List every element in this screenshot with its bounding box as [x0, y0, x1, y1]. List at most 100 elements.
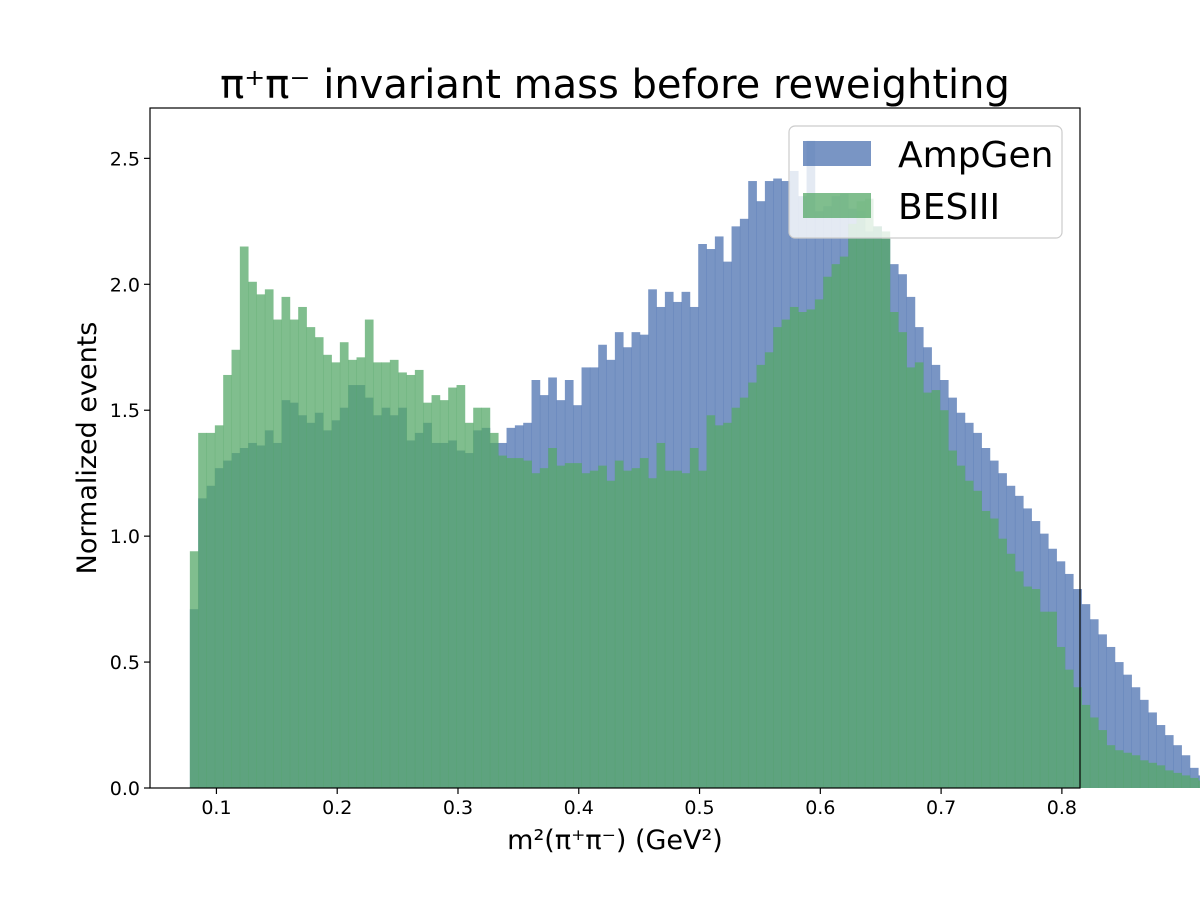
histogram-bar-besiii-120 — [1189, 777, 1199, 788]
histogram-bar-besiii-12 — [289, 319, 299, 788]
histogram-bar-besiii-111 — [1114, 750, 1124, 788]
histogram-bar-besiii-3 — [214, 425, 224, 788]
histogram-bar-besiii-35 — [481, 407, 491, 788]
histogram-bar-besiii-55 — [648, 478, 657, 788]
histogram-bar-besiii-103 — [1048, 611, 1057, 788]
histogram-bar-besiii-0 — [189, 551, 199, 788]
histogram-bar-besiii-66 — [739, 397, 749, 788]
histogram-bar-besiii-39 — [514, 458, 524, 788]
histogram-bar-besiii-33 — [464, 422, 474, 788]
histogram-bar-besiii-114 — [1139, 760, 1149, 788]
histogram-bar-besiii-82 — [873, 226, 882, 788]
histogram-bar-besiii-53 — [631, 468, 641, 788]
histogram-bar-besiii-70 — [773, 327, 782, 788]
histogram-bar-besiii-80 — [856, 201, 866, 788]
histogram-bar-besiii-65 — [731, 407, 741, 788]
histogram-bar-besiii-7 — [248, 281, 257, 788]
histogram-bar-besiii-50 — [606, 480, 616, 788]
histogram-bar-besiii-107 — [1081, 704, 1091, 788]
histogram-bar-besiii-121 — [1198, 780, 1200, 788]
histogram-bar-ampgen-119 — [1181, 755, 1191, 788]
histogram-bar-besiii-101 — [1031, 589, 1041, 788]
chart-title: π⁺π⁻ invariant mass before reweighting — [220, 62, 1010, 108]
histogram-bar-besiii-64 — [723, 422, 732, 788]
histogram-bar-besiii-89 — [931, 390, 941, 788]
histogram-bar-besiii-99 — [1014, 571, 1024, 788]
histogram-bar-besiii-106 — [1073, 687, 1082, 788]
y-tick-label: 1.5 — [110, 400, 140, 422]
histogram-bar-besiii-75 — [814, 299, 824, 788]
histogram-bar-ampgen-116 — [1156, 725, 1166, 788]
histogram-bar-besiii-61 — [698, 470, 707, 788]
histogram-bar-besiii-88 — [923, 392, 932, 788]
histogram-bar-besiii-43 — [548, 448, 557, 788]
histogram-bar-besiii-110 — [1106, 745, 1116, 788]
histogram-bar-besiii-90 — [939, 410, 949, 788]
histogram-bar-besiii-93 — [964, 480, 974, 788]
y-axis-ticks: 0.0 0.5 1.0 1.5 2.0 2.5 — [110, 148, 150, 800]
histogram-bar-besiii-91 — [948, 450, 957, 788]
histogram-bar-ampgen-118 — [1173, 745, 1182, 788]
histogram-bar-besiii-19 — [348, 359, 357, 788]
histogram-bar-besiii-118 — [1173, 772, 1182, 788]
histogram-bar-besiii-36 — [489, 432, 499, 788]
histogram-bar-besiii-73 — [798, 312, 807, 788]
histogram-bar-besiii-78 — [839, 256, 849, 789]
histogram-bar-besiii-45 — [564, 463, 574, 788]
histogram-bar-besiii-81 — [864, 198, 874, 789]
x-tick-label: 0.1 — [201, 797, 231, 819]
y-tick-label: 0.5 — [110, 652, 140, 674]
histogram-bar-besiii-117 — [1164, 770, 1174, 788]
histogram-bar-besiii-92 — [956, 465, 966, 788]
histogram-bar-besiii-49 — [598, 465, 607, 788]
histogram-bar-ampgen-113 — [1131, 687, 1141, 788]
plot-frame — [149, 107, 1081, 789]
histogram-bar-besiii-8 — [256, 294, 266, 788]
histogram-bar-besiii-34 — [473, 407, 482, 788]
histogram-bar-besiii-46 — [573, 463, 582, 788]
histogram-bar-besiii-56 — [656, 442, 666, 788]
histogram-bar-besiii-86 — [906, 367, 916, 788]
legend-swatch-ampgen — [803, 141, 871, 166]
x-tick-label: 0.3 — [443, 797, 473, 819]
series-besiii-bars — [189, 198, 1200, 789]
histogram-bar-besiii-96 — [989, 518, 999, 788]
histogram-bar-besiii-30 — [439, 400, 449, 788]
histogram-bar-besiii-16 — [323, 354, 332, 788]
histogram-bar-besiii-94 — [973, 490, 982, 788]
histogram-bar-besiii-79 — [848, 223, 857, 789]
histogram-bar-ampgen-107 — [1081, 604, 1091, 788]
histogram-bar-besiii-9 — [264, 289, 274, 788]
x-tick-label: 0.7 — [926, 797, 956, 819]
histogram-bar-besiii-76 — [823, 276, 832, 788]
histogram-bar-besiii-97 — [998, 538, 1007, 788]
histogram-bar-besiii-108 — [1089, 717, 1099, 788]
histogram-bar-besiii-116 — [1156, 765, 1166, 788]
histogram-bar-besiii-83 — [881, 231, 891, 788]
histogram-bar-besiii-63 — [714, 425, 724, 788]
histogram-bar-besiii-102 — [1039, 611, 1049, 788]
histogram-bar-besiii-85 — [898, 332, 907, 788]
histogram-bar-besiii-51 — [614, 460, 624, 788]
histogram-bar-besiii-100 — [1023, 586, 1032, 788]
x-axis-ticks: 0.1 0.2 0.3 0.4 0.5 0.6 0.7 0.8 — [201, 788, 1077, 819]
histogram-bar-ampgen-108 — [1089, 619, 1099, 788]
histogram-bar-besiii-119 — [1181, 775, 1191, 788]
histogram-bar-ampgen-117 — [1164, 735, 1174, 788]
histogram-bar-besiii-115 — [1148, 762, 1157, 788]
histogram-bar-besiii-14 — [306, 327, 316, 788]
histogram-bar-besiii-84 — [889, 312, 899, 788]
histogram-bar-besiii-57 — [664, 470, 674, 788]
histogram-bar-besiii-10 — [273, 319, 282, 788]
histogram-bar-besiii-113 — [1131, 755, 1141, 788]
histogram-bar-ampgen-111 — [1114, 662, 1124, 788]
histogram-bar-besiii-69 — [764, 352, 774, 788]
histogram-bar-besiii-95 — [981, 510, 991, 788]
y-tick-label: 2.5 — [110, 148, 140, 170]
histogram-bar-besiii-41 — [531, 473, 541, 788]
histogram-bar-besiii-5 — [231, 349, 241, 788]
histogram-bar-besiii-74 — [806, 309, 816, 788]
histogram-bar-ampgen-109 — [1098, 634, 1107, 788]
histogram-bar-ampgen-115 — [1148, 712, 1157, 788]
legend-label-besiii: BESIII — [898, 187, 1000, 228]
